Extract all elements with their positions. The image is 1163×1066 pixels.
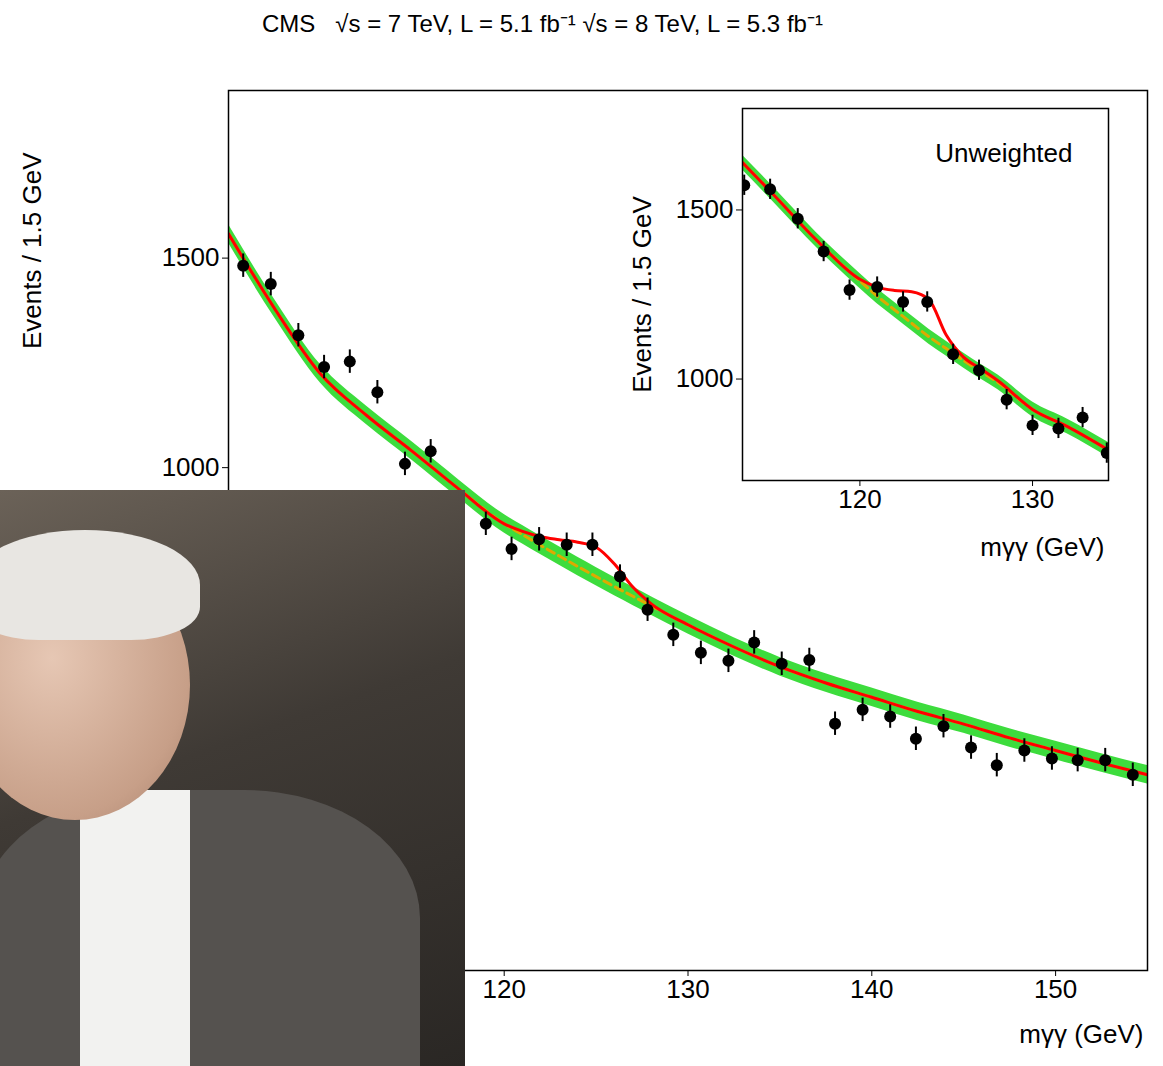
svg-text:1000: 1000 [676, 363, 734, 393]
svg-text:1500: 1500 [162, 242, 220, 272]
svg-text:130: 130 [666, 974, 709, 1004]
svg-text:140: 140 [850, 974, 893, 1004]
svg-text:150: 150 [1034, 974, 1077, 1004]
svg-text:120: 120 [838, 484, 881, 514]
svg-text:130: 130 [1011, 484, 1054, 514]
svg-text:mγγ (GeV): mγγ (GeV) [1019, 1019, 1143, 1049]
svg-text:1000: 1000 [162, 452, 220, 482]
svg-text:Events / 1.5 GeV: Events / 1.5 GeV [17, 152, 47, 349]
svg-text:1500: 1500 [676, 194, 734, 224]
svg-text:120: 120 [483, 974, 526, 1004]
html-text:CMS √s = 7 TeV, L = 5.1 fb⁻¹ √: CMS √s = 7 TeV, L = 5.1 fb⁻¹ √s = 8 TeV,… [262, 10, 823, 37]
svg-text:Unweighted: Unweighted [935, 138, 1072, 168]
svg-text:Events / 1.5 GeV: Events / 1.5 GeV [627, 196, 657, 393]
svg-text:mγγ (GeV): mγγ (GeV) [980, 532, 1104, 562]
